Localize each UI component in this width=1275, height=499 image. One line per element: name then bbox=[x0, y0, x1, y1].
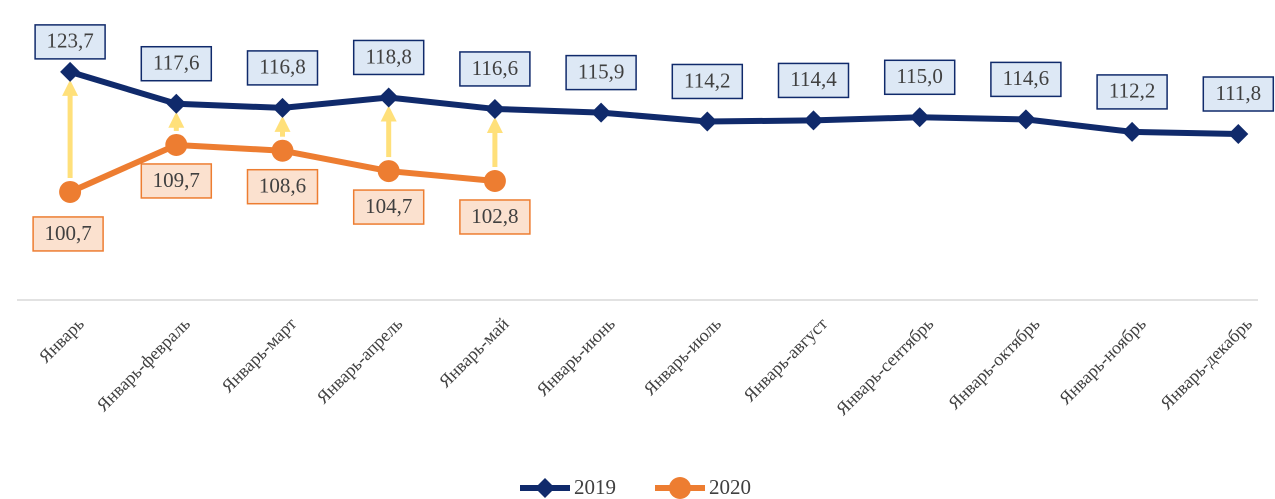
data-point bbox=[483, 169, 506, 192]
x-tick-label: Январь-июнь bbox=[533, 314, 619, 400]
data-label-box bbox=[883, 59, 956, 96]
data-label: 117,6 bbox=[153, 51, 199, 75]
x-tick-label: Январь-август bbox=[739, 314, 831, 406]
data-label: 116,6 bbox=[472, 56, 518, 80]
data-point bbox=[166, 93, 187, 114]
data-label: 114,4 bbox=[790, 67, 837, 91]
legend-marker bbox=[669, 477, 691, 499]
data-point bbox=[377, 160, 400, 183]
data-label-box bbox=[990, 61, 1062, 98]
legend-label: 2020 bbox=[709, 475, 751, 499]
data-label-box bbox=[34, 24, 106, 60]
data-label: 100,7 bbox=[44, 221, 91, 245]
data-label: 108,6 bbox=[259, 174, 306, 198]
data-label: 104,7 bbox=[365, 194, 412, 218]
x-tick-label: Январь bbox=[35, 314, 88, 367]
data-point bbox=[484, 98, 505, 119]
change-arrow-head bbox=[168, 111, 185, 128]
data-label: 109,7 bbox=[153, 168, 200, 192]
data-label: 123,7 bbox=[46, 29, 93, 53]
data-label-box bbox=[459, 199, 531, 235]
data-label-box bbox=[140, 163, 213, 199]
data-label: 111,8 bbox=[1215, 81, 1261, 105]
data-point bbox=[1228, 124, 1249, 145]
change-arrow-head bbox=[274, 115, 291, 132]
x-tick-label: Январь-сентябрь bbox=[832, 314, 938, 420]
data-label-box bbox=[671, 63, 744, 100]
data-label: 102,8 bbox=[471, 204, 518, 228]
data-point bbox=[909, 107, 930, 128]
x-tick-label: Январь-май bbox=[435, 313, 513, 391]
data-point bbox=[1015, 109, 1036, 130]
data-label-box bbox=[352, 189, 425, 225]
x-tick-label: Январь-апрель bbox=[313, 314, 407, 408]
data-label-box bbox=[140, 45, 213, 82]
data-label: 112,2 bbox=[1109, 79, 1155, 103]
data-label-box bbox=[1202, 76, 1275, 112]
data-label-box bbox=[459, 51, 531, 87]
data-point bbox=[1122, 121, 1143, 142]
change-arrow-head bbox=[62, 79, 79, 96]
data-point bbox=[591, 102, 612, 123]
data-label: 115,9 bbox=[578, 59, 624, 83]
x-tick-label: Январь-февраль bbox=[93, 314, 195, 416]
data-label: 116,8 bbox=[259, 55, 305, 79]
data-label-box bbox=[777, 62, 850, 99]
data-point bbox=[271, 139, 294, 162]
x-tick-label: Январь-декабрь bbox=[1156, 314, 1256, 414]
x-tick-label: Январь-ноябрь bbox=[1055, 314, 1150, 409]
data-label-box bbox=[246, 168, 319, 205]
data-label: 114,2 bbox=[684, 68, 730, 92]
data-point bbox=[272, 97, 293, 118]
legend-marker bbox=[535, 478, 555, 498]
legend-label: 2019 bbox=[574, 475, 616, 499]
series-line bbox=[69, 69, 1239, 138]
change-arrow-head bbox=[486, 116, 503, 133]
x-tick-label: Январь-июль bbox=[640, 314, 726, 400]
data-label: 115,0 bbox=[896, 64, 942, 88]
data-point bbox=[378, 87, 399, 108]
change-arrow-head bbox=[380, 105, 397, 122]
data-label-box bbox=[246, 50, 319, 86]
data-point bbox=[60, 61, 81, 82]
data-point bbox=[165, 133, 188, 156]
data-label: 118,8 bbox=[365, 44, 411, 68]
data-label-box bbox=[352, 39, 425, 76]
data-label: 114,6 bbox=[1003, 66, 1049, 90]
x-tick-label: Январь-март bbox=[218, 314, 301, 397]
data-point bbox=[803, 110, 824, 131]
data-point bbox=[59, 180, 82, 203]
data-label-box bbox=[565, 54, 637, 91]
data-label-box bbox=[1096, 74, 1168, 110]
x-tick-label: Январь-октябрь bbox=[944, 314, 1044, 414]
data-label-box bbox=[32, 216, 104, 252]
data-point bbox=[697, 111, 718, 132]
